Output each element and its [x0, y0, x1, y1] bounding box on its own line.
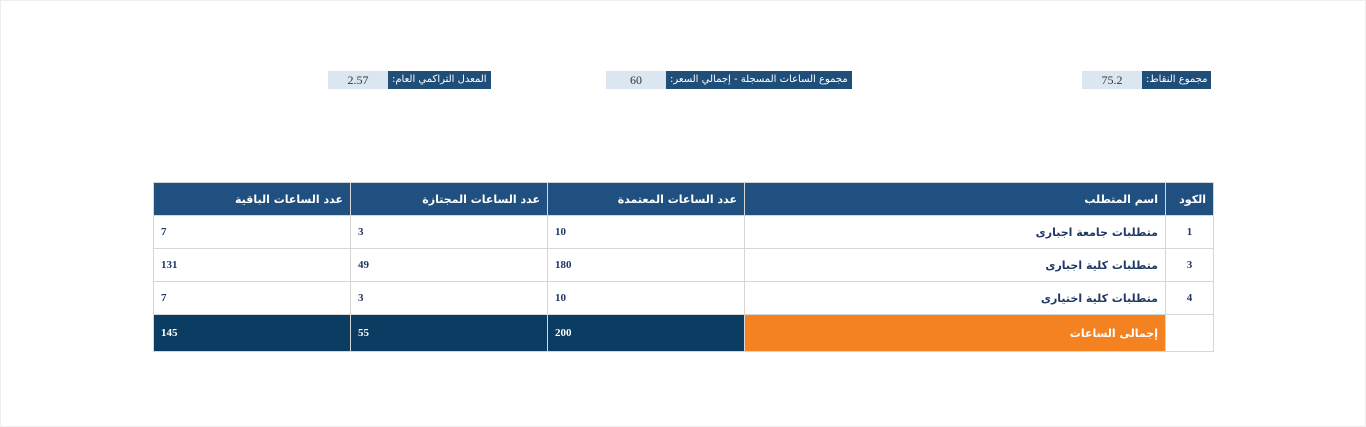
- registered-hours-stat: 60 مجموع الساعات المسجلة - إجمالي السعر:: [606, 71, 852, 89]
- table-row: 4 متطلبات كلية اختيارى 10 3 7: [153, 281, 1214, 315]
- points-value: 75.2: [1082, 71, 1142, 89]
- row-credit-hours: 180: [547, 248, 745, 282]
- row-remaining-hours: 131: [153, 248, 351, 282]
- totals-code: [1165, 314, 1214, 352]
- row-name: متطلبات كلية اجبارى: [744, 248, 1166, 282]
- gpa-label: المعدل التراكمي العام:: [388, 71, 491, 89]
- header-credit-hours: عدد الساعات المعتمدة: [547, 182, 745, 216]
- row-credit-hours: 10: [547, 281, 745, 315]
- row-passed-hours: 3: [350, 215, 548, 249]
- row-remaining-hours: 7: [153, 281, 351, 315]
- row-name: متطلبات كلية اختيارى: [744, 281, 1166, 315]
- table-row: 1 متطلبات جامعة اجبارى 10 3 7: [153, 215, 1214, 249]
- header-passed-hours: عدد الساعات المجتازة: [350, 182, 548, 216]
- row-passed-hours: 3: [350, 281, 548, 315]
- row-code: 3: [1165, 248, 1214, 282]
- registered-hours-label: مجموع الساعات المسجلة - إجمالي السعر:: [666, 71, 852, 89]
- row-credit-hours: 10: [547, 215, 745, 249]
- row-code: 1: [1165, 215, 1214, 249]
- row-remaining-hours: 7: [153, 215, 351, 249]
- table-row: 3 متطلبات كلية اجبارى 180 49 131: [153, 248, 1214, 282]
- points-label: مجموع النقاط:: [1142, 71, 1212, 89]
- gpa-value: 2.57: [328, 71, 388, 89]
- header-name: اسم المتطلب: [744, 182, 1166, 216]
- totals-label: إجمالى الساعات: [744, 314, 1166, 352]
- totals-row: إجمالى الساعات 200 55 145: [153, 314, 1214, 352]
- totals-passed-hours: 55: [350, 314, 548, 352]
- row-passed-hours: 49: [350, 248, 548, 282]
- row-name: متطلبات جامعة اجبارى: [744, 215, 1166, 249]
- header-remaining-hours: عدد الساعات الباقية: [153, 182, 351, 216]
- totals-credit-hours: 200: [547, 314, 745, 352]
- registered-hours-value: 60: [606, 71, 666, 89]
- table-header-row: الكود اسم المتطلب عدد الساعات المعتمدة ع…: [153, 182, 1214, 216]
- totals-remaining-hours: 145: [153, 314, 351, 352]
- requirements-table: الكود اسم المتطلب عدد الساعات المعتمدة ع…: [153, 182, 1214, 352]
- points-stat: 75.2 مجموع النقاط:: [1082, 71, 1212, 89]
- gpa-stat: 2.57 المعدل التراكمي العام:: [328, 71, 491, 89]
- row-code: 4: [1165, 281, 1214, 315]
- header-code: الكود: [1165, 182, 1214, 216]
